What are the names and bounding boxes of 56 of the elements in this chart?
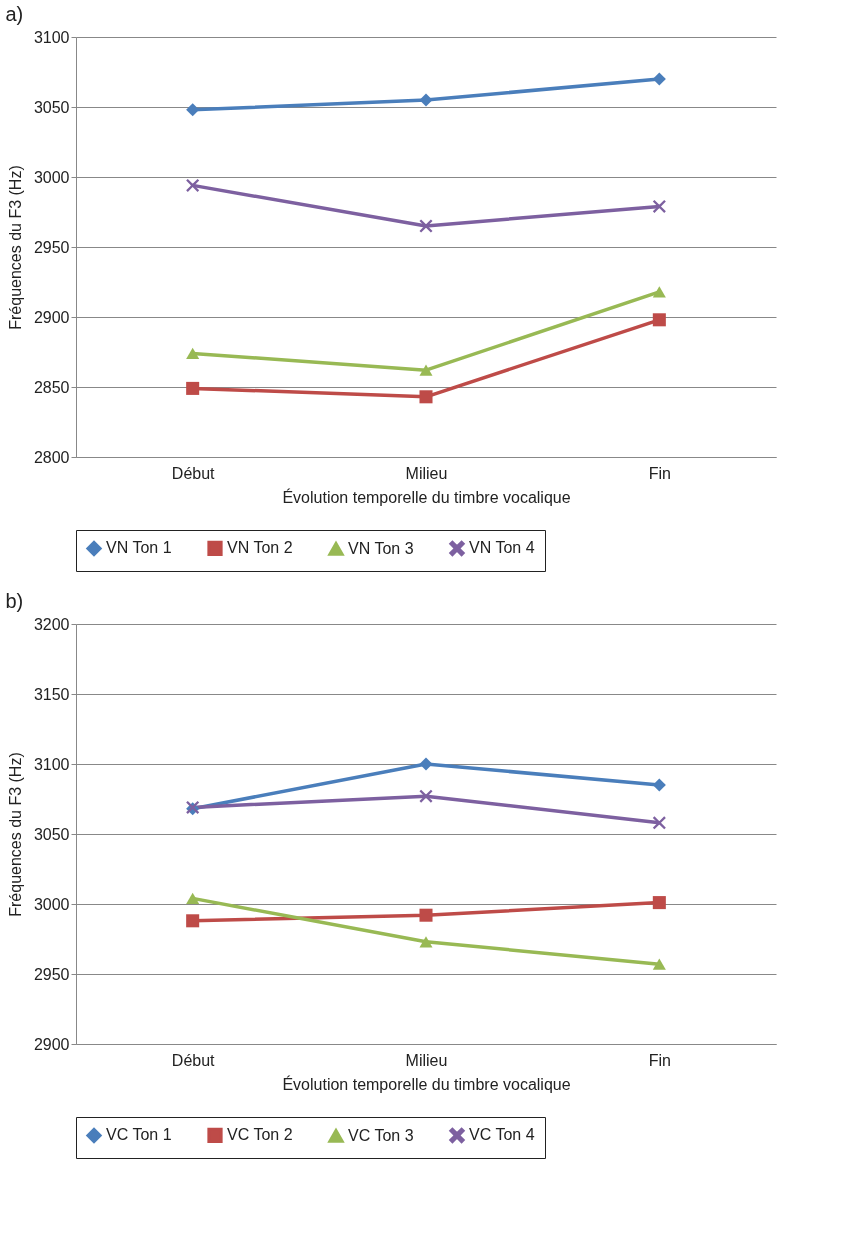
legend-label: VN Ton 2 [227, 539, 293, 557]
y-tick-label: 3000 [33, 895, 70, 913]
x-axis-title: Évolution temporelle du timbre vocalique [282, 1074, 571, 1093]
y-tick-label: 2800 [33, 448, 70, 466]
y-tick-label: 3000 [33, 168, 70, 186]
point [419, 390, 433, 404]
y-tick-label: 2950 [33, 965, 70, 983]
point [186, 381, 200, 395]
point [652, 72, 666, 86]
x-tick-label: Début [171, 464, 216, 482]
point [652, 896, 666, 910]
x-tick-label: Fin [648, 1051, 671, 1069]
y-tick-label: 3100 [33, 28, 70, 46]
y-tick-label: 2950 [33, 238, 70, 256]
point [419, 789, 433, 803]
point [186, 178, 200, 192]
point [419, 908, 433, 922]
legend-label: VC Ton 4 [469, 1126, 535, 1144]
legend-label: VC Ton 1 [106, 1126, 172, 1144]
x-tick-label: Milieu [405, 464, 448, 482]
legend-label: VC Ton 2 [227, 1126, 293, 1144]
y-tick-label: 2900 [33, 308, 70, 326]
legend-label: VN Ton 4 [469, 539, 535, 557]
x-tick-label: Fin [648, 464, 671, 482]
y-tick-label: 3150 [33, 685, 70, 703]
chart-title: a) [5, 3, 24, 25]
point [419, 93, 433, 107]
point [186, 347, 200, 360]
point [652, 816, 666, 830]
point [652, 286, 666, 298]
point [419, 757, 433, 771]
y-tick-label: 3050 [33, 98, 70, 116]
point [186, 914, 200, 928]
y-tick-label: 3200 [33, 615, 70, 633]
point [652, 958, 666, 970]
point [186, 892, 200, 905]
point [186, 103, 200, 117]
x-tick-label: Milieu [405, 1051, 448, 1069]
y-axis-title: Fréquences du F3 (Hz) [6, 752, 24, 917]
point [652, 778, 666, 792]
x-tick-label: Début [171, 1051, 216, 1069]
point [419, 219, 433, 233]
legend-label: VN Ton 3 [348, 539, 414, 557]
y-tick-label: 3050 [33, 825, 70, 843]
point [419, 936, 433, 948]
y-tick-label: 2900 [33, 1035, 70, 1053]
x-axis-title: Évolution temporelle du timbre vocalique [282, 487, 571, 506]
point [652, 313, 666, 327]
point [419, 364, 433, 376]
y-axis-title: Fréquences du F3 (Hz) [6, 165, 24, 330]
legend-label: VC Ton 3 [348, 1126, 414, 1144]
legend-label: VN Ton 1 [106, 539, 172, 557]
y-tick-label: 2850 [33, 378, 70, 396]
point [652, 199, 666, 213]
chart-title: b) [5, 590, 24, 612]
y-tick-label: 3100 [33, 755, 70, 773]
